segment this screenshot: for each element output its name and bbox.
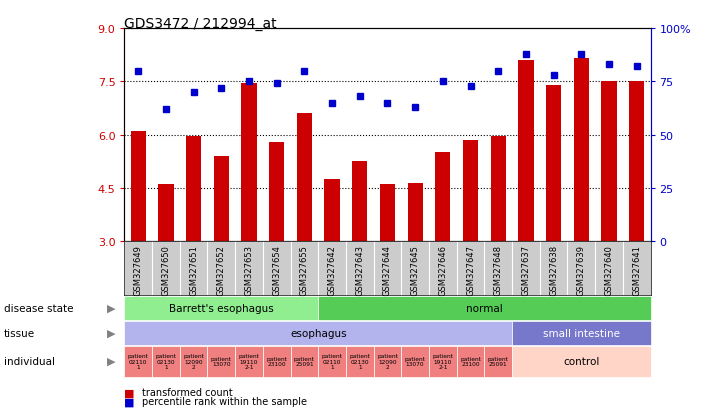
Text: GSM327649: GSM327649 bbox=[134, 244, 143, 295]
Text: GSM327646: GSM327646 bbox=[439, 244, 447, 295]
Text: Barrett's esophagus: Barrett's esophagus bbox=[169, 303, 274, 313]
Bar bbox=[269, 142, 284, 242]
Text: GSM327639: GSM327639 bbox=[577, 244, 586, 295]
Text: patient
25091: patient 25091 bbox=[294, 356, 315, 367]
Bar bbox=[491, 137, 506, 242]
Text: disease state: disease state bbox=[4, 303, 73, 313]
Text: patient
02130
1: patient 02130 1 bbox=[156, 353, 176, 370]
Text: normal: normal bbox=[466, 303, 503, 313]
Text: patient
23100: patient 23100 bbox=[460, 356, 481, 367]
Text: GSM327655: GSM327655 bbox=[300, 244, 309, 295]
Text: GSM327645: GSM327645 bbox=[411, 244, 419, 295]
Text: ▶: ▶ bbox=[107, 328, 116, 338]
Text: percentile rank within the sample: percentile rank within the sample bbox=[142, 396, 307, 406]
Text: ▶: ▶ bbox=[107, 356, 116, 366]
Text: GSM327638: GSM327638 bbox=[549, 244, 558, 295]
Text: patient
19110
2-1: patient 19110 2-1 bbox=[239, 353, 260, 370]
Text: control: control bbox=[563, 356, 599, 366]
Bar bbox=[602, 82, 616, 242]
Bar bbox=[159, 185, 173, 242]
Text: patient
19110
2-1: patient 19110 2-1 bbox=[432, 353, 454, 370]
Text: GSM327652: GSM327652 bbox=[217, 244, 226, 295]
Text: GSM327644: GSM327644 bbox=[383, 244, 392, 295]
Text: patient
12090
2: patient 12090 2 bbox=[377, 353, 398, 370]
Text: ▶: ▶ bbox=[107, 303, 116, 313]
Bar bbox=[131, 132, 146, 242]
Bar bbox=[186, 137, 201, 242]
Text: GSM327650: GSM327650 bbox=[161, 244, 171, 295]
Bar bbox=[296, 114, 312, 242]
Text: GDS3472 / 212994_at: GDS3472 / 212994_at bbox=[124, 17, 277, 31]
Text: GSM327654: GSM327654 bbox=[272, 244, 282, 295]
Text: individual: individual bbox=[4, 356, 55, 366]
Text: patient
23100: patient 23100 bbox=[267, 356, 287, 367]
Text: GSM327653: GSM327653 bbox=[245, 244, 254, 295]
Bar bbox=[324, 180, 340, 242]
Text: ■: ■ bbox=[124, 387, 135, 397]
Bar bbox=[214, 157, 229, 242]
Text: patient
02110
1: patient 02110 1 bbox=[128, 353, 149, 370]
Text: GSM327637: GSM327637 bbox=[521, 244, 530, 295]
Bar bbox=[380, 185, 395, 242]
Text: GSM327640: GSM327640 bbox=[604, 244, 614, 295]
Text: small intestine: small intestine bbox=[542, 328, 620, 338]
Text: GSM327647: GSM327647 bbox=[466, 244, 475, 295]
Text: patient
02130
1: patient 02130 1 bbox=[349, 353, 370, 370]
Bar bbox=[242, 84, 257, 242]
Text: esophagus: esophagus bbox=[290, 328, 346, 338]
Bar bbox=[407, 183, 423, 242]
Text: transformed count: transformed count bbox=[142, 387, 233, 397]
Text: patient
13070: patient 13070 bbox=[211, 356, 232, 367]
Text: patient
12090
2: patient 12090 2 bbox=[183, 353, 204, 370]
Text: GSM327648: GSM327648 bbox=[493, 244, 503, 295]
Bar bbox=[518, 61, 533, 242]
Text: patient
13070: patient 13070 bbox=[405, 356, 426, 367]
Bar bbox=[435, 153, 451, 242]
Text: GSM327641: GSM327641 bbox=[632, 244, 641, 295]
Text: GSM327642: GSM327642 bbox=[328, 244, 336, 295]
Text: tissue: tissue bbox=[4, 328, 35, 338]
Bar bbox=[629, 82, 644, 242]
Bar bbox=[463, 140, 479, 242]
Text: GSM327643: GSM327643 bbox=[356, 244, 364, 295]
Text: patient
02110
1: patient 02110 1 bbox=[321, 353, 343, 370]
Bar bbox=[352, 162, 368, 242]
Text: patient
25091: patient 25091 bbox=[488, 356, 508, 367]
Text: GSM327651: GSM327651 bbox=[189, 244, 198, 295]
Bar bbox=[546, 85, 561, 242]
Text: ■: ■ bbox=[124, 396, 135, 406]
Bar bbox=[574, 59, 589, 242]
